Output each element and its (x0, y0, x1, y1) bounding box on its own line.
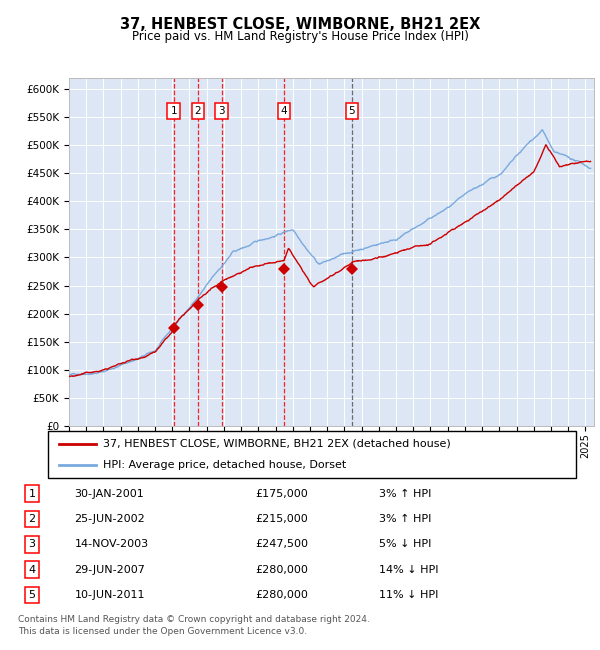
Text: 3: 3 (218, 106, 225, 116)
Text: 5: 5 (349, 106, 355, 116)
Text: £247,500: £247,500 (255, 540, 308, 549)
Text: 37, HENBEST CLOSE, WIMBORNE, BH21 2EX: 37, HENBEST CLOSE, WIMBORNE, BH21 2EX (120, 17, 480, 32)
Text: £280,000: £280,000 (255, 590, 308, 600)
Text: 4: 4 (29, 565, 35, 575)
Text: 14% ↓ HPI: 14% ↓ HPI (379, 565, 439, 575)
Text: 37, HENBEST CLOSE, WIMBORNE, BH21 2EX (detached house): 37, HENBEST CLOSE, WIMBORNE, BH21 2EX (d… (103, 439, 451, 448)
Text: Contains HM Land Registry data © Crown copyright and database right 2024.: Contains HM Land Registry data © Crown c… (18, 615, 370, 624)
Text: £175,000: £175,000 (255, 489, 308, 499)
Text: 4: 4 (281, 106, 287, 116)
Text: 14-NOV-2003: 14-NOV-2003 (74, 540, 149, 549)
Text: 3% ↑ HPI: 3% ↑ HPI (379, 489, 431, 499)
Text: £215,000: £215,000 (255, 514, 308, 524)
Text: 1: 1 (29, 489, 35, 499)
Text: 5% ↓ HPI: 5% ↓ HPI (379, 540, 431, 549)
Text: 2: 2 (29, 514, 35, 524)
Text: 2: 2 (194, 106, 201, 116)
Text: 29-JUN-2007: 29-JUN-2007 (74, 565, 145, 575)
Text: 1: 1 (170, 106, 177, 116)
Text: 10-JUN-2011: 10-JUN-2011 (74, 590, 145, 600)
Text: 5: 5 (29, 590, 35, 600)
FancyBboxPatch shape (48, 431, 576, 478)
Text: 3: 3 (29, 540, 35, 549)
Text: This data is licensed under the Open Government Licence v3.0.: This data is licensed under the Open Gov… (18, 627, 307, 636)
Text: Price paid vs. HM Land Registry's House Price Index (HPI): Price paid vs. HM Land Registry's House … (131, 30, 469, 43)
Text: 3% ↑ HPI: 3% ↑ HPI (379, 514, 431, 524)
Text: £280,000: £280,000 (255, 565, 308, 575)
Text: 11% ↓ HPI: 11% ↓ HPI (379, 590, 439, 600)
Text: HPI: Average price, detached house, Dorset: HPI: Average price, detached house, Dors… (103, 460, 347, 470)
Text: 25-JUN-2002: 25-JUN-2002 (74, 514, 145, 524)
Text: 30-JAN-2001: 30-JAN-2001 (74, 489, 144, 499)
